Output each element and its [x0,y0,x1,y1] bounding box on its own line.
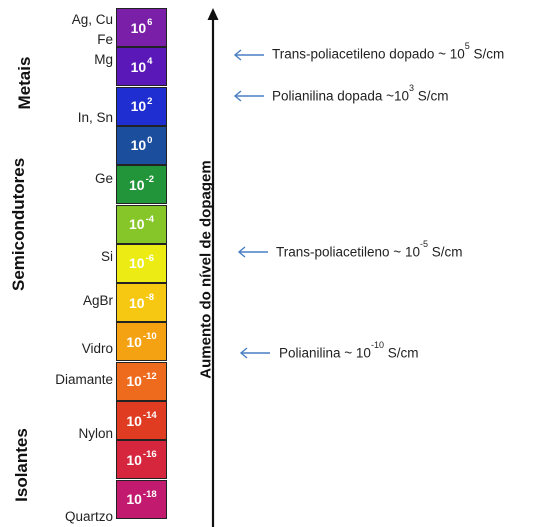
scale-cell: 10 -4 [116,204,167,244]
annotation-text: Trans-poliacetileno dopado ~ 10 [272,46,465,62]
annotation-exponent: -5 [419,239,428,249]
scale-base: 10 [130,58,147,75]
material-label: Ge [94,171,113,186]
scale-exponent: 0 [147,134,153,146]
annotation-exponent: 5 [464,41,470,51]
annotation-doped-trans-polyacetylene: Trans-poliacetileno dopado ~ 105 S/cm [272,41,505,62]
annotation-unit: S/cm [414,88,449,104]
scale-base: 10 [128,294,145,311]
annotation-unit: S/cm [469,46,505,62]
scale-exponent: 2 [147,95,153,107]
scale-base: 10 [126,491,142,508]
category-insulators: Isolantes [12,428,31,502]
category-semiconductors: Semicondutores [9,157,28,291]
scale-cell: 10 0 [116,125,167,165]
scale-base: 10 [126,373,142,390]
material-label: Mg [94,52,113,67]
doping-axis-arrow [207,8,219,527]
scale-exponent: -14 [142,410,157,421]
scale-cell: 10 -12 [116,361,167,401]
annotation-exponent: 3 [409,83,415,93]
material-label: AgBr [82,293,113,308]
scale-base: 10 [130,19,147,36]
scale-exponent: -2 [145,174,155,186]
conductivity-scale-bar: 10 6 10 4 10 2 10 0 10 -2 10 -4 10 -6 10 -8 10 -10 10 -12 10… [116,8,167,527]
scale-exponent: -12 [142,370,157,382]
annotation-exponent: -10 [370,340,384,350]
annotation-unit: S/cm [427,244,463,260]
annotation-arrow-icon [239,347,270,359]
scale-cell: 10 2 [116,86,167,126]
annotation-trans-polyacetylene: Trans-poliacetileno ~ 10-5 S/cm [276,239,463,260]
scale-base: 10 [128,216,145,232]
material-label: In, Sn [77,110,113,125]
scale-exponent: -6 [145,252,155,264]
material-label: Diamante [55,372,113,387]
scale-exponent: -18 [142,488,157,500]
scale-exponent: -8 [145,292,155,304]
category-metals: Metais [15,56,34,110]
scale-cell: 10 -2 [116,165,167,205]
annotation-arrow-icon [233,49,264,61]
scale-exponent: -10 [142,331,157,343]
material-label: Quartzo [64,509,113,524]
material-label: Nylon [78,426,113,441]
scale-cell: 10 -6 [116,243,167,283]
scale-exponent: 6 [147,17,153,28]
scale-base: 10 [128,255,145,272]
annotation-polyaniline: Polianilina ~ 10-10 S/cm [279,340,419,361]
scale-base: 10 [130,137,147,154]
scale-base: 10 [130,98,147,115]
scale-base: 10 [126,451,142,468]
annotation-text: Polianilina ~ 10 [279,345,371,361]
annotation-doped-polyaniline: Polianilina dopada ~103 S/cm [272,83,449,104]
material-label: Vidro [81,341,113,356]
annotation-text: Polianilina dopada ~10 [272,88,409,104]
scale-base: 10 [128,176,145,193]
scale-cell: 10 -16 [116,440,167,480]
material-label: Fe [97,32,113,47]
scale-exponent: 4 [147,56,153,68]
scale-cell: 10 4 [116,47,167,87]
scale-cell: 10 -8 [116,283,167,323]
doping-axis-label: Aumento do nível de dopagem [197,160,215,379]
material-label: Ag, Cu [71,12,113,27]
annotation-unit: S/cm [383,345,419,361]
material-label: Si [100,249,113,264]
scale-base: 10 [126,412,142,429]
scale-exponent: -16 [142,449,157,461]
scale-base: 10 [126,333,142,350]
annotation-arrow-icon [233,90,264,102]
scale-cell: 10 -18 [116,479,167,519]
annotation-arrow-icon [237,246,268,258]
scale-exponent: -4 [145,213,155,225]
scale-cell: 10 6 [116,8,167,47]
annotation-text: Trans-poliacetileno ~ 10 [276,244,420,260]
scale-cell: 10 -10 [116,322,167,362]
scale-cell: 10 -14 [116,401,167,440]
